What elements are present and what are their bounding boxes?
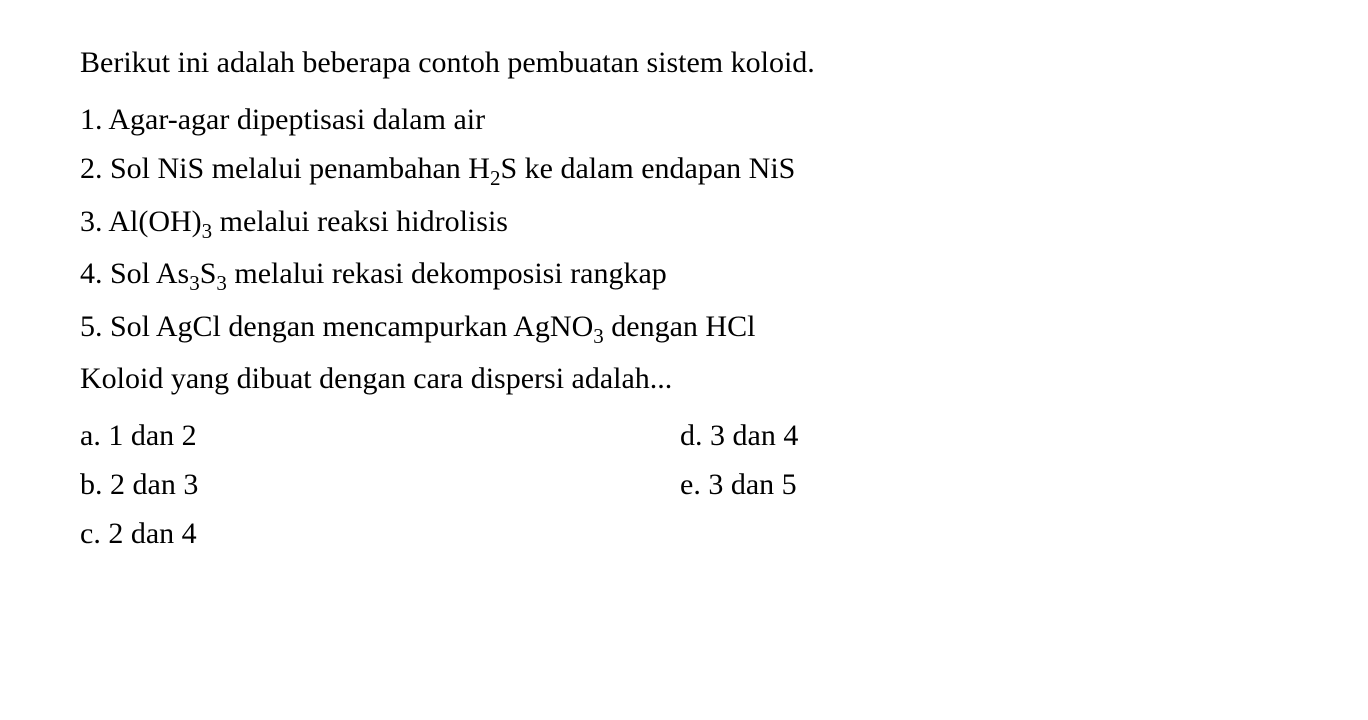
option-b: b. 2 dan 3: [80, 462, 680, 507]
list-text-4b: S: [200, 257, 217, 290]
list-sub-2a: 2: [490, 166, 501, 190]
list-num-1: 1.: [80, 103, 103, 136]
list-item-1: 1. Agar-agar dipeptisasi dalam air: [80, 97, 1288, 142]
option-a: a. 1 dan 2: [80, 413, 680, 458]
options-column-right: d. 3 dan 4 e. 3 dan 5: [680, 413, 798, 560]
options-column-left: a. 1 dan 2 b. 2 dan 3 c. 2 dan 4: [80, 413, 680, 560]
list-num-2: 2.: [80, 152, 103, 185]
options-container: a. 1 dan 2 b. 2 dan 3 c. 2 dan 4 d. 3 da…: [80, 413, 1288, 560]
list-sub-3a: 3: [202, 219, 213, 243]
list-item-5: 5. Sol AgCl dengan mencampurkan AgNO3 de…: [80, 304, 1288, 353]
question-text: Koloid yang dibuat dengan cara dispersi …: [80, 356, 1288, 401]
list-sub-5a: 3: [593, 324, 604, 348]
list-item-2: 2. Sol NiS melalui penambahan H2S ke dal…: [80, 146, 1288, 195]
list-num-4: 4.: [80, 257, 103, 290]
list-sub-4a: 3: [189, 271, 200, 295]
list-item-3: 3. Al(OH)3 melalui reaksi hidrolisis: [80, 199, 1288, 248]
list-text-1: Agar-agar dipeptisasi dalam air: [108, 103, 485, 136]
list-text-4c: melalui rekasi dekomposisi rangkap: [227, 257, 667, 290]
list-text-4a: Sol As: [110, 257, 189, 290]
list-text-2b: S ke dalam endapan NiS: [500, 152, 795, 185]
list-text-3b: melalui reaksi hidrolisis: [212, 205, 508, 238]
intro-text: Berikut ini adalah beberapa contoh pembu…: [80, 40, 1288, 85]
option-e: e. 3 dan 5: [680, 462, 798, 507]
list-text-3a: Al(OH): [108, 205, 201, 238]
list-num-5: 5.: [80, 310, 103, 343]
list-text-5a: Sol AgCl dengan mencampurkan AgNO: [110, 310, 593, 343]
list-num-3: 3.: [80, 205, 103, 238]
question-content: Berikut ini adalah beberapa contoh pembu…: [80, 40, 1288, 560]
list-sub-4b: 3: [216, 271, 227, 295]
option-c: c. 2 dan 4: [80, 511, 680, 556]
list-text-2a: Sol NiS melalui penambahan H: [110, 152, 490, 185]
list-text-5b: dengan HCl: [604, 310, 756, 343]
option-d: d. 3 dan 4: [680, 413, 798, 458]
list-item-4: 4. Sol As3S3 melalui rekasi dekomposisi …: [80, 251, 1288, 300]
